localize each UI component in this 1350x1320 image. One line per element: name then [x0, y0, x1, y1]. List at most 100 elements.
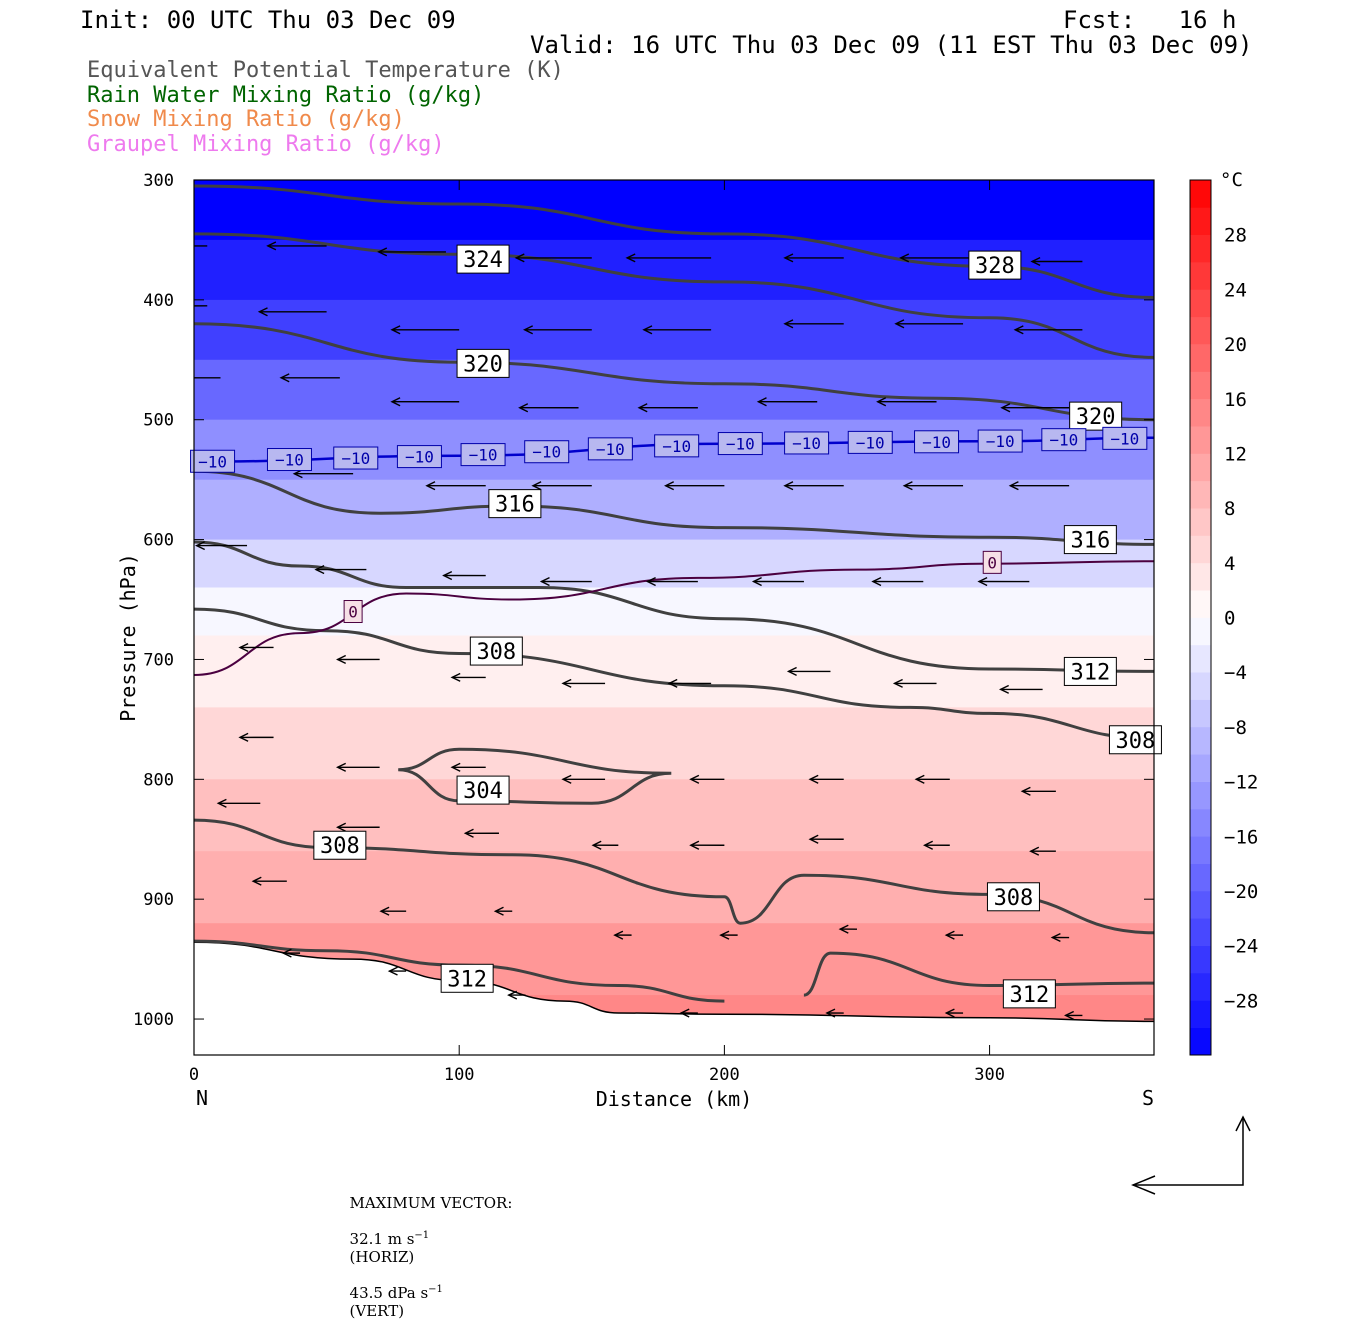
theta-e-label: 328	[975, 254, 1015, 279]
minus10-label: −10	[341, 449, 370, 468]
minus10-label: −10	[1049, 431, 1078, 450]
minus10-label: −10	[1110, 429, 1139, 448]
zero-label: 0	[987, 553, 997, 572]
y-tick-label: 700	[143, 650, 174, 670]
colorbar-swatch	[1190, 864, 1211, 892]
colorbar-swatch	[1190, 508, 1211, 536]
theta-e-label: 316	[1070, 529, 1110, 554]
vert-tag: (VERT)	[350, 1302, 405, 1320]
colorbar-tick-label: −4	[1224, 662, 1247, 684]
colorbar-swatch	[1190, 536, 1211, 564]
theta-e-label: 324	[463, 248, 503, 273]
south-end-label: S	[1142, 1086, 1154, 1110]
theta-e-label: 308	[1116, 729, 1156, 754]
colorbar-swatch	[1190, 317, 1211, 345]
colorbar-swatch	[1190, 645, 1211, 673]
colorbar-unit: °C	[1220, 169, 1243, 191]
colorbar-swatch	[1190, 973, 1211, 1001]
colorbar-tick-label: 28	[1224, 225, 1247, 247]
x-tick-label: 200	[709, 1065, 740, 1085]
y-tick-label: 1000	[133, 1010, 174, 1030]
colorbar-tick-label: −24	[1224, 936, 1258, 958]
colorbar-tick-label: −8	[1224, 717, 1247, 739]
y-tick-label: 300	[143, 171, 174, 191]
colorbar-swatch	[1190, 235, 1211, 263]
colorbar-swatch	[1190, 727, 1211, 755]
y-tick-label: 600	[143, 531, 174, 551]
colorbar-tick-label: 20	[1224, 334, 1247, 356]
horiz-tag: (HORIZ)	[350, 1248, 415, 1266]
theta-e-label: 320	[463, 352, 503, 377]
colorbar-swatch	[1190, 262, 1211, 290]
colorbar-swatch	[1190, 1028, 1211, 1056]
max-vector-label: MAXIMUM VECTOR:	[350, 1194, 513, 1212]
y-tick-label: 900	[143, 890, 174, 910]
theta-e-label: 308	[320, 834, 360, 859]
theta-e-label: 320	[1076, 405, 1116, 430]
colorbar-swatch	[1190, 453, 1211, 481]
theta-e-label: 316	[495, 493, 535, 518]
colorbar-tick-label: −20	[1224, 881, 1258, 903]
minus10-label: −10	[275, 451, 304, 470]
colorbar-tick-label: 16	[1224, 389, 1247, 411]
colorbar-swatch	[1190, 426, 1211, 454]
colorbar-swatch	[1190, 700, 1211, 728]
x-tick-label: 0	[189, 1065, 199, 1085]
colorbar-tick-label: 8	[1224, 498, 1235, 520]
theta-e-label: 308	[476, 640, 516, 665]
horiz-value: 32.1 m s	[350, 1230, 415, 1248]
colorbar-swatch	[1190, 344, 1211, 372]
colorbar-tick-label: 24	[1224, 279, 1247, 301]
colorbar-swatch	[1190, 782, 1211, 810]
colorbar-swatch	[1190, 371, 1211, 399]
colorbar-swatch	[1190, 289, 1211, 317]
colorbar-swatch	[1190, 918, 1211, 946]
zero-label: 0	[348, 603, 358, 622]
x-axis-title: Distance (km)	[596, 1087, 753, 1111]
minus10-label: −10	[986, 432, 1015, 451]
minus10-label: −10	[469, 446, 498, 465]
colorbar-swatch	[1190, 618, 1211, 646]
colorbar-swatch	[1190, 207, 1211, 235]
max-vector-footer: MAXIMUM VECTOR: 32.1 m s−1 (HORIZ) 43.5 …	[340, 1176, 512, 1320]
minus10-label: −10	[792, 434, 821, 453]
colorbar-swatch	[1190, 481, 1211, 509]
y-tick-label: 500	[143, 411, 174, 431]
north-end-label: N	[196, 1086, 208, 1110]
colorbar-tick-label: 4	[1224, 553, 1235, 575]
minus10-label: −10	[405, 448, 434, 467]
temperature-band	[194, 707, 1154, 779]
theta-e-label: 312	[1070, 660, 1110, 685]
minus10-label: −10	[726, 435, 755, 454]
theta-e-label: 312	[1009, 983, 1049, 1008]
colorbar-swatch	[1190, 180, 1211, 208]
x-tick-label: 100	[444, 1065, 475, 1085]
theta-e-label: 308	[994, 886, 1034, 911]
y-axis-title: Pressure (hPa)	[116, 553, 140, 722]
theta-e-label: 312	[447, 967, 487, 992]
horiz-exponent: −1	[414, 1230, 429, 1241]
colorbar-swatch	[1190, 672, 1211, 700]
colorbar-tick-label: 0	[1224, 608, 1235, 630]
colorbar-swatch	[1190, 754, 1211, 782]
minus10-label: −10	[662, 437, 691, 456]
temperature-shading	[194, 180, 1154, 1056]
minus10-label: −10	[198, 452, 227, 471]
colorbar-swatch	[1190, 563, 1211, 591]
colorbar-tick-label: −28	[1224, 990, 1258, 1012]
colorbar-swatch	[1190, 809, 1211, 837]
vert-exponent: −1	[428, 1284, 443, 1295]
colorbar-swatch	[1190, 399, 1211, 427]
minus10-label: −10	[922, 433, 951, 452]
colorbar-swatch	[1190, 891, 1211, 919]
y-tick-label: 800	[143, 770, 174, 790]
minus10-label: −10	[596, 440, 625, 459]
colorbar-swatch	[1190, 1000, 1211, 1028]
temperature-band	[194, 588, 1154, 636]
y-tick-label: 400	[143, 291, 174, 311]
theta-e-label: 304	[463, 779, 503, 804]
minus10-label: −10	[856, 433, 885, 452]
colorbar-tick-label: 12	[1224, 443, 1247, 465]
colorbar-swatch	[1190, 836, 1211, 864]
